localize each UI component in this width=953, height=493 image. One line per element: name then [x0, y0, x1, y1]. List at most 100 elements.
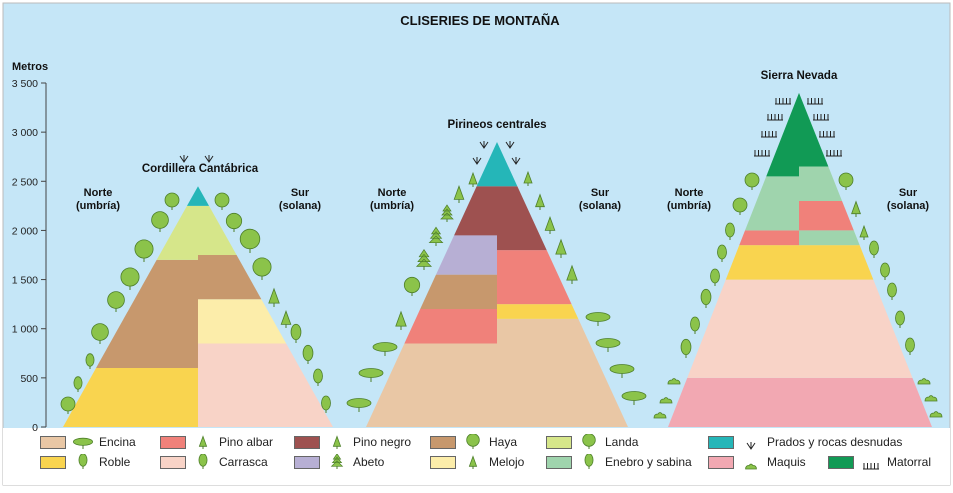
legend-item: Encina	[40, 433, 136, 451]
axis-label: Metros	[12, 61, 48, 73]
mountain-1-trees	[60, 155, 331, 414]
melojo-tree-icon	[468, 455, 478, 469]
zone-south-prados	[497, 141, 518, 187]
legend-label: Haya	[489, 435, 518, 449]
legend-swatch	[294, 435, 320, 449]
prados-icon	[746, 442, 756, 450]
legend-swatch	[160, 435, 186, 449]
legend-item: Enebro y sabina	[546, 453, 692, 471]
zone-north-maquis	[668, 377, 799, 427]
mountain-3: Sierra Nevada Norte (umbría) Sur (solana)	[653, 70, 943, 427]
abeto-tree-icon	[330, 454, 344, 469]
mountain-2: Pirineos centrales Norte (umbría) Sur (solan…	[346, 119, 647, 427]
roble-tree-icon	[78, 454, 88, 469]
axis-tick-label: 2 500	[12, 176, 38, 188]
maquis-icon	[745, 463, 757, 470]
haya-tree-icon	[466, 434, 480, 449]
zone-south-pino_negro	[497, 186, 547, 251]
zone-north-roble	[725, 245, 799, 280]
encina-tree-icon	[72, 437, 94, 449]
north-label: Norte (umbría)	[76, 187, 120, 212]
legend-item: Carrasca	[160, 453, 268, 471]
legend-swatch	[430, 435, 456, 449]
zone-south-maquis	[799, 377, 932, 427]
legend-swatch	[828, 455, 854, 469]
axis-tick-label: 2 000	[12, 225, 38, 237]
pino-albar-tree-icon	[198, 435, 208, 449]
enebro-tree-icon	[584, 454, 594, 469]
matorral-icon	[863, 463, 879, 470]
legend-label: Landa	[605, 435, 639, 449]
landa-tree-icon	[582, 434, 596, 449]
legend-label: Encina	[99, 435, 136, 449]
zone-south-enebro_sabina	[799, 166, 843, 201]
mountain-name: Pirineos centrales	[447, 119, 546, 131]
axis-tick-label: 1 000	[12, 324, 38, 336]
zone-north-encina	[366, 343, 497, 427]
legend-item: Matorral	[828, 453, 931, 471]
legend-item: Abeto	[294, 453, 384, 471]
legend-swatch	[160, 455, 186, 469]
zone-south-roble	[497, 304, 579, 319]
legend-label: Abeto	[353, 455, 385, 469]
zone-south-pino_albar	[497, 250, 572, 305]
mountain-2-trees	[346, 141, 647, 412]
legend-swatch	[430, 455, 456, 469]
axis-tick-label: 3 000	[12, 127, 38, 139]
zone-north-prados	[476, 141, 497, 187]
legend-item: Pino albar	[160, 433, 273, 451]
axis-tick-label: 3 500	[12, 78, 38, 90]
legend-item: Maquis	[708, 453, 806, 471]
zone-south-carrasca	[799, 279, 913, 378]
axis-tick-label: 0	[32, 422, 38, 434]
legend-swatch	[546, 435, 572, 449]
legend-label: Pino negro	[353, 435, 412, 449]
zone-north-roble	[63, 368, 198, 427]
legend-label: Melojo	[489, 455, 525, 469]
legend-item: Prados y rocas desnudas	[708, 433, 902, 451]
legend-item: Melojo	[430, 453, 524, 471]
legend-item: Roble	[40, 453, 130, 471]
legend-label: Roble	[99, 455, 131, 469]
legend-item: Landa	[546, 433, 638, 451]
south-label: Sur (solana)	[579, 187, 622, 212]
zone-south-roble	[799, 245, 874, 280]
diagram-title: CLISERIES DE MONTAÑA	[400, 13, 560, 28]
mountain-name: Sierra Nevada	[761, 70, 838, 82]
legend-item: Pino negro	[294, 433, 411, 451]
mountain-1: Cordillera Cantábrica Norte (umbría) Sur (so…	[60, 155, 333, 427]
legend-item: Haya	[430, 433, 517, 451]
south-label: Sur (solana)	[887, 187, 930, 212]
legend-label: Prados y rocas desnudas	[767, 435, 903, 449]
zone-south-prados	[198, 186, 210, 206]
legend-swatch	[40, 455, 66, 469]
zone-north-pino_albar	[404, 309, 497, 344]
zone-north-enebro_sabina	[745, 176, 799, 231]
legend-label: Pino albar	[219, 435, 274, 449]
pino-negro-tree-icon	[332, 435, 342, 449]
zone-south-haya	[198, 255, 262, 300]
zone-north-carrasca	[687, 279, 799, 378]
zone-south-pino_albar	[799, 200, 854, 231]
north-label: Norte (umbría)	[370, 187, 414, 212]
legend-label: Matorral	[887, 455, 932, 469]
zone-south-melojo	[198, 299, 287, 344]
legend-swatch	[708, 455, 734, 469]
zone-north-prados	[186, 186, 198, 206]
zone-north-matorral	[766, 92, 799, 177]
mountains-group: Cordillera Cantábrica Norte (umbría) Sur (so…	[60, 70, 943, 427]
zone-north-landa	[156, 205, 198, 260]
zone-south-matorral	[799, 92, 829, 167]
zone-north-abeto	[436, 235, 497, 275]
legend-swatch	[708, 435, 734, 449]
zone-south-enebro_sabina	[799, 230, 860, 246]
zone-north-haya	[96, 259, 198, 369]
y-axis: 3 500 3 000 2 500 2 000 1 500 1 000 500 0	[12, 78, 47, 434]
carrasca-tree-icon	[198, 454, 208, 469]
legend-label: Carrasca	[219, 455, 268, 469]
mountain-3-trees	[653, 98, 943, 419]
south-label: Sur (solana)	[279, 187, 322, 212]
zone-north-pino_negro	[454, 186, 497, 236]
